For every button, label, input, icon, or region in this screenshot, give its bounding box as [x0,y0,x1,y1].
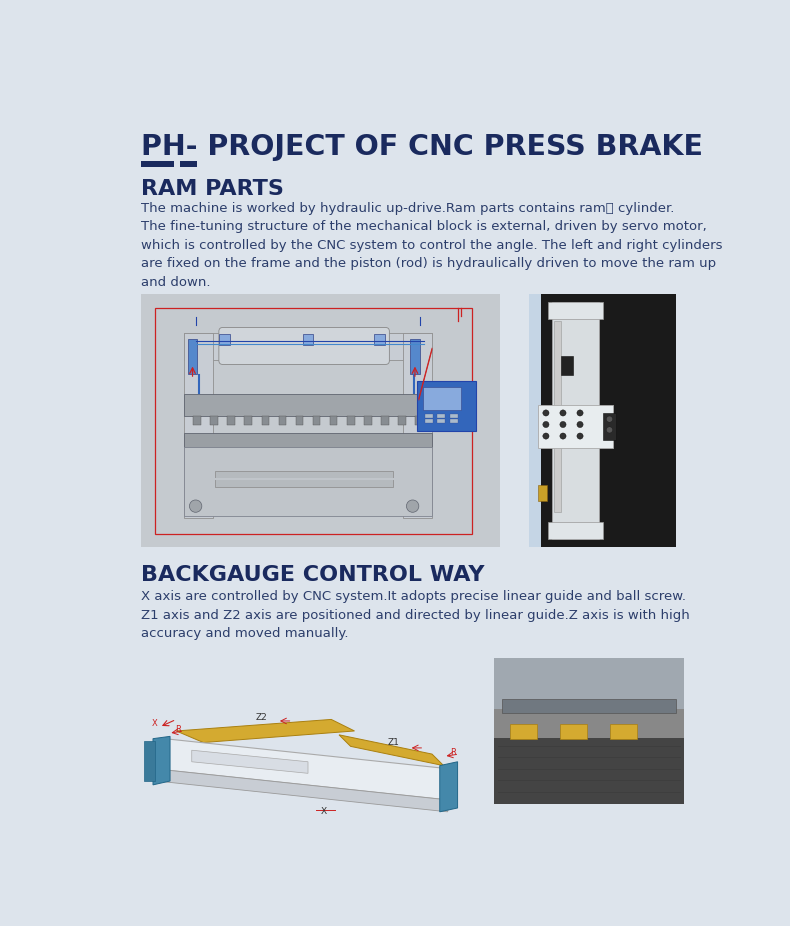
Bar [438,414,446,418]
Text: X: X [321,807,326,817]
Bar [494,657,684,804]
Bar [184,433,432,447]
Bar [398,416,405,425]
Bar [184,394,432,416]
Bar [423,387,461,410]
Bar [494,738,684,804]
Text: Z1: Z1 [387,738,399,747]
Bar [555,321,561,512]
Bar [184,332,432,360]
Bar [381,416,389,425]
Bar [347,416,355,425]
Bar [494,657,684,709]
Bar [210,416,218,425]
Circle shape [577,421,583,428]
Polygon shape [339,735,444,766]
Bar [548,302,603,319]
Bar [180,161,198,167]
Bar [188,339,198,374]
Polygon shape [192,750,308,773]
FancyBboxPatch shape [219,328,389,365]
Bar [410,339,419,374]
Bar [403,332,432,518]
Polygon shape [176,720,355,743]
Circle shape [560,433,566,439]
Bar [450,414,457,418]
Polygon shape [153,736,170,785]
Bar [313,416,321,425]
Bar [261,416,269,425]
Polygon shape [160,739,455,800]
Bar [502,699,676,713]
Circle shape [607,427,612,433]
Circle shape [543,410,549,416]
Text: PH- PROJECT OF CNC PRESS BRAKE: PH- PROJECT OF CNC PRESS BRAKE [141,132,703,161]
Bar [194,416,201,425]
Bar [425,414,433,418]
Bar [560,723,587,739]
Bar [184,332,213,518]
Circle shape [560,421,566,428]
Circle shape [577,410,583,416]
Bar [438,419,446,423]
Bar [548,522,603,539]
Bar [510,723,536,739]
Text: Z2: Z2 [256,713,267,722]
Bar [450,419,457,423]
Bar [141,161,174,167]
Bar [279,416,286,425]
Text: R: R [175,725,181,734]
Bar [610,723,638,739]
Circle shape [543,421,549,428]
Text: R: R [450,748,456,757]
Circle shape [406,500,419,512]
Bar [144,741,155,781]
Bar [215,471,393,487]
Bar [562,356,573,375]
Bar [219,334,230,345]
Bar [141,294,500,547]
Bar [603,413,616,440]
Bar [244,416,252,425]
FancyBboxPatch shape [417,382,476,431]
Bar [303,334,314,345]
Text: The machine is worked by hydraulic up-drive.Ram parts contains ram、 cylinder.
Th: The machine is worked by hydraulic up-dr… [141,202,723,289]
Polygon shape [157,770,451,812]
Bar [364,416,371,425]
Bar [529,294,540,547]
Polygon shape [440,762,457,812]
Bar [228,416,235,425]
Bar [538,485,547,501]
Text: RAM PARTS: RAM PARTS [141,179,284,199]
Bar [425,419,433,423]
Bar [374,334,385,345]
Text: X axis are controlled by CNC system.It adopts precise linear guide and ball scre: X axis are controlled by CNC system.It a… [141,590,690,640]
Bar [295,416,303,425]
Bar [552,302,599,539]
Bar [130,657,490,804]
Circle shape [577,433,583,439]
Circle shape [607,416,612,422]
Bar [156,308,472,534]
Circle shape [543,433,549,439]
Bar [529,294,676,547]
Circle shape [190,500,201,512]
Circle shape [560,410,566,416]
Bar [184,447,432,516]
Bar [329,416,337,425]
Text: X: X [152,719,157,728]
Bar [538,406,612,447]
Text: BACKGAUGE CONTROL WAY: BACKGAUGE CONTROL WAY [141,566,485,585]
Bar [415,416,423,425]
